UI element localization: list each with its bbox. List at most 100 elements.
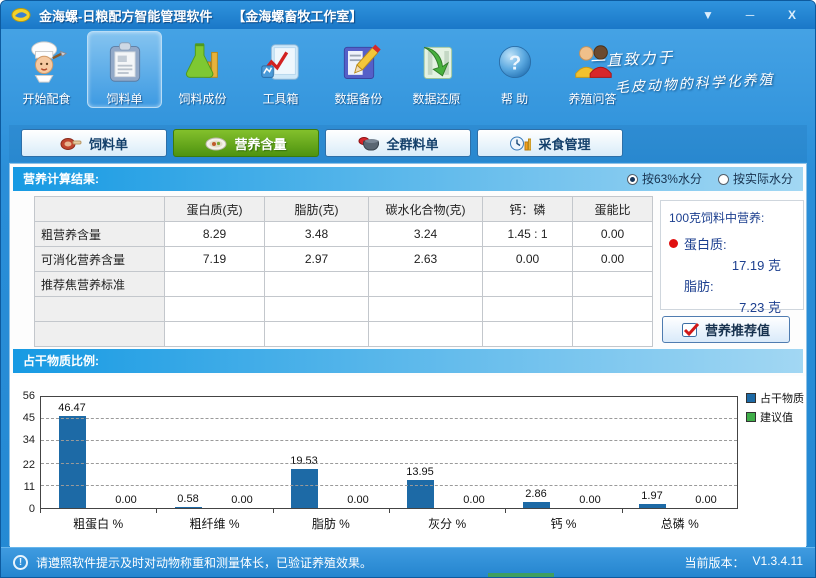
bar-value-label: 0.00 [463, 494, 485, 506]
chart-group: 1.97 0.00 [621, 397, 737, 508]
nutrition-results-header: 营养计算结果: 按63%水分 按实际水分 [13, 167, 803, 191]
legend-item-dry-matter: 占干物质 [746, 390, 804, 406]
tab-label: 全群料单 [386, 136, 439, 152]
bar-value-label: 0.00 [695, 494, 717, 506]
toolbar-item-label: 养殖问答 [568, 92, 617, 106]
version-label: 当前版本： [684, 556, 745, 570]
info-icon: ! [13, 555, 28, 570]
bar-dry-matter [58, 415, 86, 508]
x-category-label: 灰分 % [388, 509, 505, 532]
toolbar-item-start-feeding[interactable]: 开始配食 [9, 31, 84, 108]
radio-unselected-icon [717, 173, 729, 185]
bar-dry-matter [638, 504, 666, 508]
tab-group-feed-list[interactable]: 全群料单 [325, 129, 471, 157]
x-category-label: 粗纤维 % [156, 509, 272, 532]
radio-actual-moisture[interactable]: 按实际水分 [717, 167, 793, 191]
chart-group: 13.95 0.00 [389, 397, 505, 508]
bar-value-label: 0.00 [115, 494, 137, 506]
tab-nutrition-content[interactable]: 营养含量 [173, 129, 319, 157]
table-cell [482, 296, 573, 322]
bar-value-label: 1.97 [641, 490, 663, 503]
chart-group: 2.86 0.00 [505, 397, 621, 508]
tab-feeding-management[interactable]: 采食管理 [477, 129, 623, 157]
nutrition-advice-button[interactable]: 营养推荐值 [662, 316, 790, 343]
main-toolbar: 开始配食 饲料单 [9, 31, 630, 123]
table-row [34, 321, 653, 347]
bar-value-label: 46.47 [58, 401, 86, 414]
plate-icon [205, 137, 227, 150]
y-tick: 34 [22, 434, 35, 447]
chart-group: 46.47 0.00 [41, 397, 157, 508]
protein-label: 蛋白质: [684, 237, 727, 252]
status-bar: ! 请遵照软件提示及时对动物称重和测量体长，已验证养殖效果。 当前版本： V1.… [1, 547, 815, 577]
radio-selected-icon [626, 173, 638, 185]
minimize-button[interactable]: ─ [745, 8, 755, 22]
legend-swatch-green [746, 412, 756, 422]
dry-matter-header: 占干物质比例: [13, 349, 803, 373]
radio-63-percent-moisture[interactable]: 按63%水分 [626, 167, 702, 191]
y-tick: 0 [28, 503, 35, 515]
clock-icon [510, 136, 532, 150]
window-subtitle: 【金海螺畜牧工作室】 [232, 8, 363, 24]
table-cell: 2.63 [368, 246, 483, 272]
bar-dry-matter [290, 469, 318, 508]
column-header: 蛋白质(克) [164, 196, 265, 222]
bar-value-label: 0.00 [231, 494, 253, 506]
table-cell: 0.00 [482, 246, 573, 272]
toolbar-item-breeding-qa[interactable]: 养殖问答 [555, 31, 630, 108]
help-question-icon: ? [491, 37, 539, 87]
nutrition-table-wrap: 蛋白质(克) 脂肪(克) 碳水化合物(克) 钙：磷 蛋能比 粗营养含量 8.29… [34, 196, 653, 347]
y-tick: 22 [22, 458, 35, 471]
table-cell [164, 321, 265, 347]
tab-feed-list[interactable]: 饲料单 [21, 129, 167, 157]
tab-label: 营养含量 [234, 136, 287, 152]
table-cell [264, 271, 369, 297]
column-header: 脂肪(克) [264, 196, 369, 222]
toolbar-item-label: 工具箱 [262, 92, 299, 106]
toolbar-item-toolbox[interactable]: 工具箱 [243, 31, 318, 108]
column-header: 碳水化合物(克) [368, 196, 483, 222]
toolbar-item-help[interactable]: ? 帮 助 [477, 31, 552, 108]
x-category-label: 粗蛋白 % [40, 509, 156, 532]
toolbar-item-feed-list[interactable]: 饲料单 [87, 31, 162, 108]
legend-label: 占干物质 [760, 393, 804, 405]
backup-pencil-icon [335, 37, 383, 87]
chart-y-axis: 56 45 34 22 11 0 [10, 390, 38, 515]
table-cell [368, 296, 483, 322]
slogan-text: 一直致力于 毛皮动物的科学化养殖 [589, 39, 806, 98]
legend-swatch-blue [746, 393, 756, 403]
summary-title: 100克饲料中营养: [669, 211, 765, 225]
table-cell: 1.45 : 1 [482, 221, 573, 247]
nutrition-summary-panel: 100克饲料中营养: 蛋白质: 17.19 克 脂肪: 7.23 克 [660, 200, 804, 315]
table-cell [572, 271, 653, 297]
table-row: 推荐焦营养标准 [34, 271, 653, 297]
toolbar-item-label: 开始配食 [22, 92, 71, 106]
toolbar-item-data-restore[interactable]: 数据还原 [399, 31, 474, 108]
title-bar: 金海螺-日粮配方智能管理软件 【金海螺畜牧工作室】 ▼ ─ X [1, 1, 815, 29]
flask-icon [179, 37, 227, 87]
bar-dry-matter [406, 480, 434, 508]
close-button[interactable]: X [787, 8, 796, 22]
nutrition-results-title: 营养计算结果: [23, 172, 99, 186]
content-panel: 营养计算结果: 按63%水分 按实际水分 [9, 163, 807, 548]
svg-text:?: ? [508, 52, 520, 74]
tab-label: 饲料单 [88, 136, 128, 152]
table-header-row: 蛋白质(克) 脂肪(克) 碳水化合物(克) 钙：磷 蛋能比 [34, 196, 653, 222]
table-cell: 0.00 [572, 221, 653, 247]
tab-strip: 饲料单 营养含量 全群料单 [9, 125, 807, 162]
toolbar-item-label: 帮 助 [500, 92, 529, 106]
table-cell [482, 321, 573, 347]
legend-item-advice: 建议值 [746, 409, 804, 425]
table-cell [368, 271, 483, 297]
bowl-icon [358, 136, 380, 150]
toolbar-item-feed-ingredients[interactable]: 饲料成份 [165, 31, 240, 108]
bar-value-label: 0.58 [177, 492, 199, 505]
row-header: 粗营养含量 [34, 221, 165, 247]
toolbar-item-data-backup[interactable]: 数据备份 [321, 31, 396, 108]
skin-menu-button[interactable]: ▼ [702, 8, 714, 22]
table-row: 可消化营养含量 7.19 2.97 2.63 0.00 0.00 [34, 246, 653, 272]
bar-value-label: 13.95 [406, 466, 434, 479]
chart-tablet-icon [257, 37, 305, 87]
row-header: 推荐焦营养标准 [34, 271, 165, 297]
